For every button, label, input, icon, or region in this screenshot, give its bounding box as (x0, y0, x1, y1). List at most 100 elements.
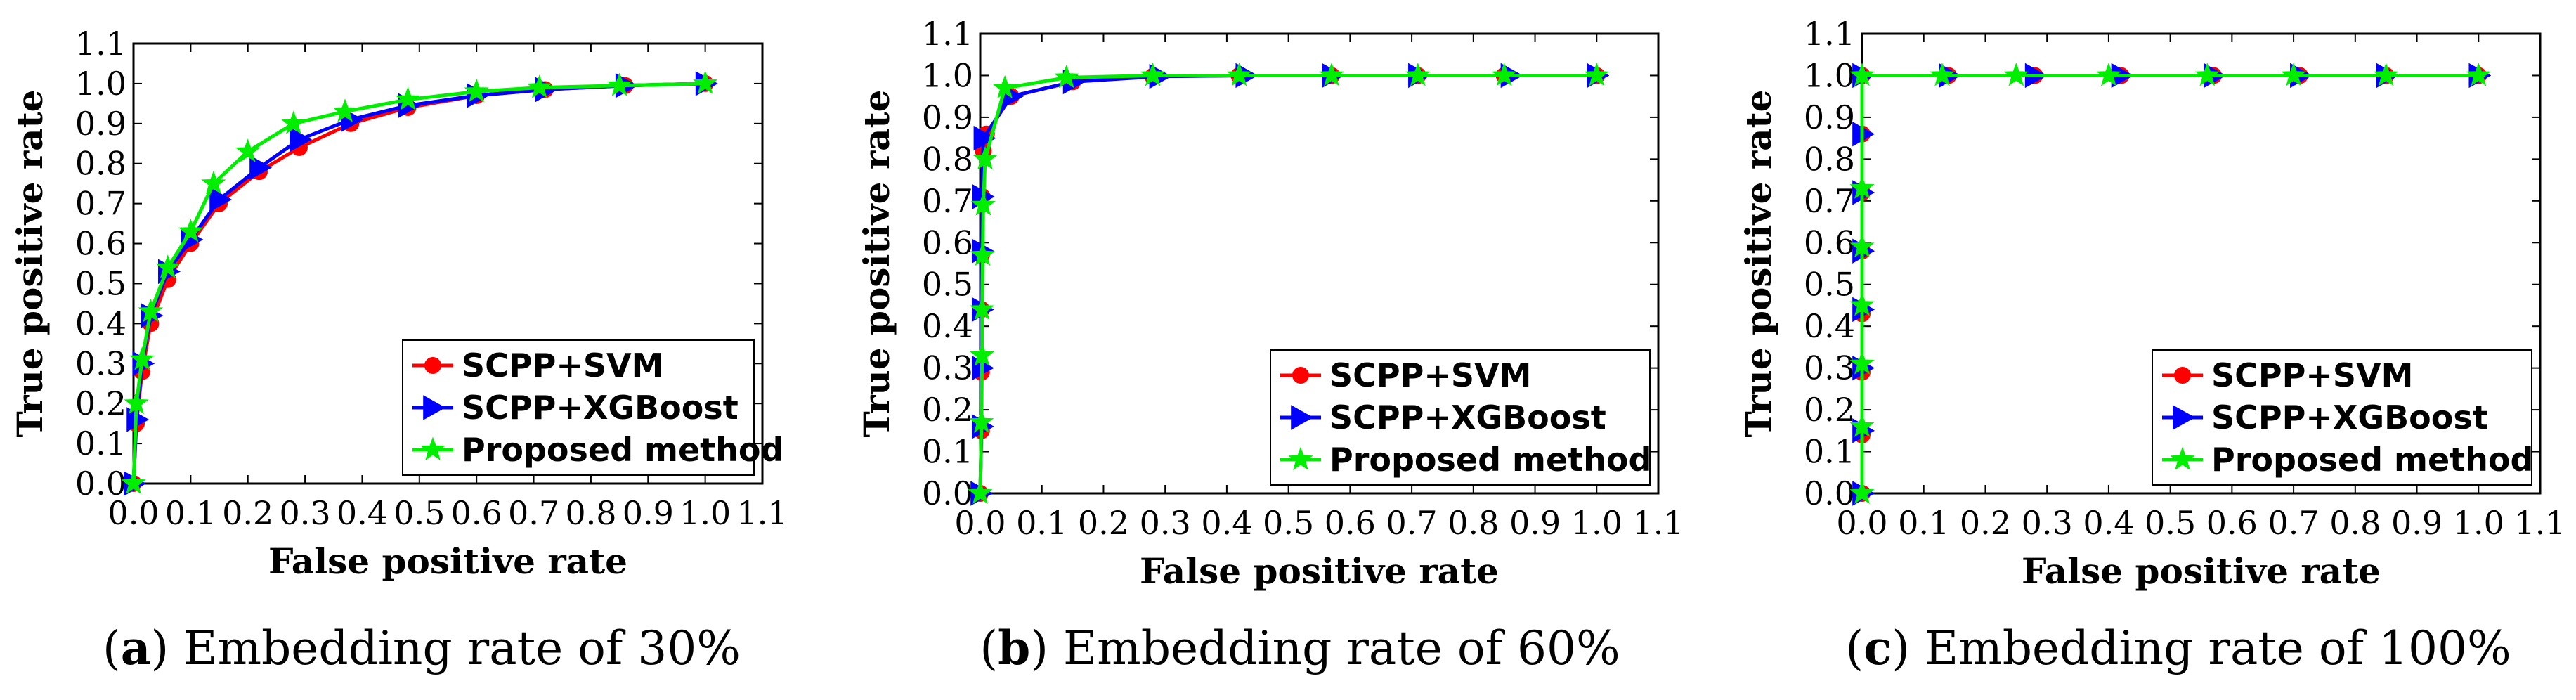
y-tick-label: 0.2 (1804, 391, 1855, 429)
y-tick-label: 0.9 (75, 105, 126, 143)
data-point (973, 125, 996, 151)
legend-marker (1288, 446, 1313, 470)
x-tick-label: 0.5 (2145, 504, 2196, 542)
x-tick-label: 1.0 (2453, 504, 2504, 542)
legend-label: SCPP+XGBoost (1329, 398, 1606, 436)
x-axis-label: False positive rate (2022, 550, 2381, 592)
legend-marker (420, 436, 445, 460)
data-point (235, 138, 261, 162)
data-point (2374, 63, 2399, 86)
y-tick-label: 0.8 (1804, 140, 1855, 178)
panel-caption: (a) Embedding rate of 30% (103, 621, 741, 675)
legend-label: SCPP+XGBoost (462, 389, 739, 427)
y-tick-label: 0.7 (75, 185, 126, 223)
legend-marker (424, 357, 441, 374)
data-point (178, 219, 203, 242)
data-point (527, 74, 552, 98)
y-tick-label: 0.9 (1804, 98, 1855, 136)
panel-caption: (c) Embedding rate of 100% (1845, 621, 2511, 675)
data-point (1140, 63, 1166, 86)
data-point (2003, 63, 2029, 86)
y-axis-label: True positive rate (856, 90, 897, 438)
y-tick-label: 0.6 (1804, 223, 1855, 261)
data-point (693, 70, 718, 94)
data-point (2466, 63, 2491, 86)
legend-label: SCPP+XGBoost (2211, 398, 2488, 436)
x-tick-label: 0.4 (2083, 504, 2134, 542)
x-tick-label: 0.0 (1836, 504, 1887, 542)
data-point (972, 145, 998, 170)
legend-label: Proposed method (2211, 441, 2533, 479)
x-tick-label: 0.0 (108, 494, 159, 532)
legend-marker (2173, 405, 2196, 430)
x-tick-label: 0.8 (2329, 504, 2381, 542)
data-point (970, 342, 995, 366)
y-tick-label: 0.0 (922, 474, 973, 512)
panel-caption: (b) Embedding rate of 60% (980, 621, 1620, 675)
data-point (138, 298, 163, 323)
data-point (332, 98, 358, 122)
y-tick-label: 0.8 (922, 140, 973, 178)
x-tick-label: 0.5 (1263, 504, 1314, 542)
y-tick-label: 1.1 (1804, 15, 1855, 53)
legend-label: Proposed method (462, 431, 783, 469)
y-axis-label: True positive rate (1738, 90, 1779, 438)
y-tick-label: 0.0 (75, 465, 126, 503)
legend-marker (423, 395, 446, 420)
legend-marker (1292, 367, 1309, 384)
data-point (2281, 63, 2306, 86)
x-tick-label: 0.2 (222, 494, 273, 532)
y-tick-label: 0.6 (922, 223, 973, 261)
data-point (124, 390, 149, 415)
chart-panel-a: 0.0 0.1 0.2 0.3 0.4 0.5 0.6 0.7 0.8 0.9 1.0 1.10.00… (9, 25, 788, 675)
x-tick-label: 0.7 (1386, 504, 1438, 542)
data-point (968, 480, 993, 504)
x-tick-label: 1.1 (736, 494, 788, 532)
x-tick-label: 0.2 (1078, 504, 1129, 542)
data-point (396, 86, 421, 110)
data-point (209, 187, 233, 212)
y-tick-label: 0.1 (922, 433, 973, 471)
y-tick-label: 1.0 (922, 56, 973, 94)
x-tick-label: 0.0 (954, 504, 1006, 542)
y-tick-label: 0.3 (75, 344, 126, 382)
legend-label: SCPP+SVM (2211, 356, 2413, 394)
data-point (2194, 63, 2220, 86)
data-point (1492, 63, 1517, 86)
data-point (1226, 63, 1251, 86)
data-point (1849, 351, 1875, 375)
y-tick-label: 0.1 (75, 424, 126, 462)
y-tick-label: 0.2 (75, 384, 126, 422)
legend-box (1270, 349, 1651, 486)
x-tick-label: 0.9 (1509, 504, 1561, 542)
legend: SCPP+SVM SCPP+XGBoost Proposed method (1270, 349, 1651, 486)
data-point (970, 242, 996, 266)
y-tick-label: 0.7 (1804, 182, 1855, 220)
data-point (607, 72, 632, 96)
y-tick-label: 0.7 (922, 182, 973, 220)
y-tick-label: 0.5 (922, 266, 973, 304)
x-tick-label: 0.4 (1201, 504, 1252, 542)
y-tick-label: 0.8 (75, 145, 126, 183)
x-tick-label: 0.8 (1448, 504, 1499, 542)
data-point (1849, 480, 1875, 504)
legend-label: SCPP+SVM (1329, 356, 1531, 394)
x-tick-label: 0.6 (451, 494, 502, 532)
y-tick-label: 0.6 (75, 225, 126, 263)
x-tick-label: 0.5 (393, 494, 445, 532)
data-point (2096, 63, 2121, 86)
y-tick-label: 1.0 (1804, 56, 1855, 94)
data-point (1849, 63, 1875, 86)
legend-marker (2170, 446, 2195, 470)
data-point (1584, 63, 1609, 86)
x-tick-label: 0.9 (2391, 504, 2442, 542)
x-tick-label: 0.3 (280, 494, 331, 532)
data-point (1849, 413, 1875, 437)
x-tick-label: 0.3 (1140, 504, 1191, 542)
data-point (1054, 64, 1079, 89)
legend-box (402, 339, 755, 476)
x-tick-label: 0.7 (2268, 504, 2320, 542)
legend: SCPP+SVM SCPP+XGBoost Proposed method (2152, 349, 2533, 486)
y-tick-label: 1.0 (75, 65, 126, 103)
data-point (129, 346, 155, 370)
